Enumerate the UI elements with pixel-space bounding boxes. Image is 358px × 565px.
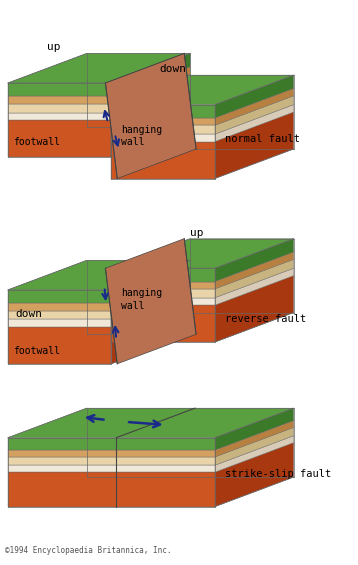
Polygon shape bbox=[215, 105, 294, 142]
Polygon shape bbox=[8, 438, 215, 450]
Text: hanging
wall: hanging wall bbox=[121, 289, 162, 311]
Polygon shape bbox=[111, 90, 190, 157]
Polygon shape bbox=[111, 67, 190, 103]
Text: ©1994 Encyclopaedia Britannica, Inc.: ©1994 Encyclopaedia Britannica, Inc. bbox=[5, 546, 171, 555]
Polygon shape bbox=[215, 259, 294, 298]
Polygon shape bbox=[215, 238, 294, 281]
Polygon shape bbox=[111, 290, 190, 327]
Text: strike-slip fault: strike-slip fault bbox=[225, 469, 331, 479]
Polygon shape bbox=[8, 450, 215, 457]
Polygon shape bbox=[111, 268, 215, 281]
Polygon shape bbox=[111, 105, 215, 118]
Polygon shape bbox=[111, 142, 215, 179]
Polygon shape bbox=[8, 457, 215, 465]
Polygon shape bbox=[111, 75, 294, 105]
Polygon shape bbox=[215, 408, 294, 450]
Polygon shape bbox=[8, 311, 111, 319]
Text: up: up bbox=[48, 42, 61, 53]
Polygon shape bbox=[215, 436, 294, 472]
Polygon shape bbox=[8, 54, 190, 83]
Polygon shape bbox=[111, 273, 190, 311]
Polygon shape bbox=[111, 297, 190, 364]
Polygon shape bbox=[8, 112, 111, 120]
Polygon shape bbox=[105, 238, 196, 364]
Polygon shape bbox=[105, 54, 196, 179]
Polygon shape bbox=[8, 103, 111, 112]
Text: down: down bbox=[159, 64, 186, 74]
Polygon shape bbox=[111, 305, 215, 342]
Text: normal fault: normal fault bbox=[225, 134, 300, 144]
Polygon shape bbox=[111, 289, 215, 298]
Polygon shape bbox=[8, 290, 111, 303]
Polygon shape bbox=[111, 54, 190, 96]
Polygon shape bbox=[8, 83, 111, 96]
Polygon shape bbox=[111, 74, 190, 112]
Polygon shape bbox=[8, 408, 294, 438]
Polygon shape bbox=[111, 281, 190, 319]
Polygon shape bbox=[215, 88, 294, 125]
Polygon shape bbox=[111, 238, 294, 268]
Polygon shape bbox=[8, 327, 111, 364]
Text: footwall: footwall bbox=[13, 346, 60, 356]
Text: reverse fault: reverse fault bbox=[225, 314, 306, 324]
Text: footwall: footwall bbox=[13, 137, 60, 147]
Polygon shape bbox=[215, 96, 294, 134]
Polygon shape bbox=[111, 260, 190, 303]
Text: hanging
wall: hanging wall bbox=[121, 125, 162, 147]
Polygon shape bbox=[215, 75, 294, 118]
Polygon shape bbox=[215, 112, 294, 179]
Polygon shape bbox=[215, 442, 294, 507]
Polygon shape bbox=[8, 319, 111, 327]
Polygon shape bbox=[8, 472, 215, 507]
Polygon shape bbox=[111, 118, 215, 125]
Polygon shape bbox=[8, 465, 215, 472]
Polygon shape bbox=[111, 298, 215, 305]
Polygon shape bbox=[111, 83, 190, 120]
Polygon shape bbox=[8, 260, 190, 290]
Polygon shape bbox=[215, 252, 294, 289]
Polygon shape bbox=[111, 134, 215, 142]
Text: down: down bbox=[16, 310, 43, 319]
Polygon shape bbox=[8, 96, 111, 103]
Polygon shape bbox=[111, 281, 215, 289]
Polygon shape bbox=[8, 303, 111, 311]
Polygon shape bbox=[215, 268, 294, 305]
Polygon shape bbox=[111, 125, 215, 134]
Text: up: up bbox=[190, 228, 204, 238]
Polygon shape bbox=[8, 120, 111, 157]
Polygon shape bbox=[215, 276, 294, 342]
Polygon shape bbox=[215, 428, 294, 465]
Polygon shape bbox=[215, 420, 294, 457]
